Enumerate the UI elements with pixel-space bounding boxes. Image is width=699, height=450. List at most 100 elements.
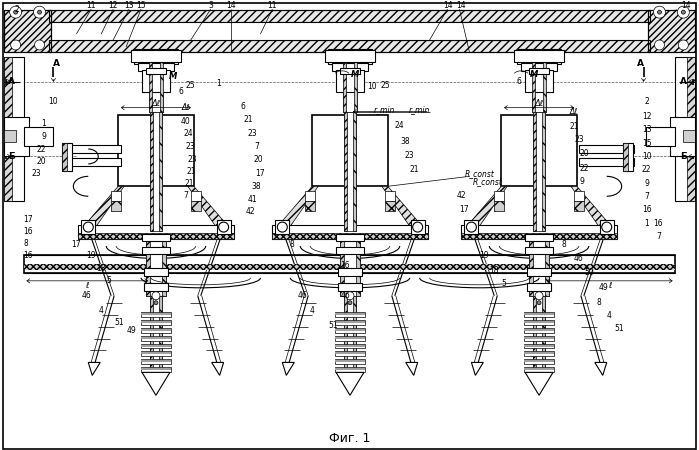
Bar [142,234,170,241]
Bar [335,367,365,373]
Text: 21: 21 [410,165,419,174]
Text: 20: 20 [36,157,46,166]
Bar [3,57,12,201]
Text: 46: 46 [574,254,584,263]
Bar [494,201,504,211]
Circle shape [412,222,423,232]
Bar [141,328,171,333]
Bar [335,328,365,333]
Text: 23: 23 [247,129,257,138]
Text: 23: 23 [188,155,198,164]
Bar [524,351,554,356]
Bar [159,112,162,231]
Text: M: M [168,72,177,81]
Text: 6: 6 [240,102,245,111]
Bar [3,117,29,157]
Bar [3,10,52,52]
Polygon shape [88,362,100,375]
Text: 42: 42 [456,191,466,200]
Text: Δℓ: Δℓ [535,99,544,108]
Text: ℓ: ℓ [85,281,89,290]
Bar [514,50,564,62]
Bar [144,283,168,291]
Polygon shape [471,362,483,375]
Circle shape [278,222,287,232]
Text: 2: 2 [644,97,649,106]
Bar [343,62,346,112]
Bar [524,343,554,348]
Polygon shape [525,373,553,395]
Bar [50,10,649,22]
Bar [354,62,357,112]
Bar [336,247,364,254]
Text: 22: 22 [579,164,589,173]
Bar [494,191,504,201]
Bar [525,70,553,92]
Text: 49: 49 [127,326,136,335]
Text: 8: 8 [290,239,295,248]
Circle shape [658,10,661,14]
Text: 12: 12 [642,112,651,121]
Bar [524,328,554,333]
Circle shape [535,292,543,300]
Bar [335,321,365,323]
Bar [574,191,584,201]
Bar [529,241,549,296]
Bar [353,296,356,375]
Bar [623,144,628,171]
Bar [335,352,365,355]
Text: 17: 17 [256,169,265,178]
Bar [3,57,24,201]
Text: 51: 51 [115,318,124,327]
Circle shape [34,40,45,50]
Bar [160,62,163,112]
Text: 10: 10 [49,97,58,106]
Bar [385,191,395,201]
Text: 21: 21 [569,122,579,131]
Text: 17: 17 [460,205,469,214]
Bar [532,62,546,112]
Text: 14: 14 [682,1,691,10]
Bar [146,241,166,296]
Bar [335,360,365,364]
Bar [579,145,633,153]
Bar [525,247,553,254]
Bar [66,158,121,166]
Text: 50: 50 [584,268,593,277]
Text: 19: 19 [480,252,489,261]
Bar [146,68,166,74]
Bar [149,62,163,112]
Bar [521,63,557,71]
Bar [336,234,364,241]
Bar [141,336,171,341]
Text: 8: 8 [24,238,29,248]
Bar [646,126,675,147]
Text: 6: 6 [178,87,183,96]
Text: 10: 10 [642,152,651,161]
Text: 49: 49 [599,284,609,292]
Bar [545,241,549,296]
Bar [50,40,649,52]
Polygon shape [382,186,424,229]
Text: 15: 15 [642,139,651,148]
Text: 51: 51 [329,321,338,330]
Bar [542,112,545,231]
Circle shape [10,6,22,18]
Bar [524,369,554,370]
Text: A: A [8,77,15,86]
Bar [524,360,554,364]
Text: R_const: R_const [473,177,503,186]
Bar [411,220,424,234]
Bar [3,130,15,141]
Text: R_const: R_const [464,169,494,178]
Bar [542,296,545,375]
Bar [335,345,365,346]
Bar [579,158,633,166]
Bar [111,201,121,211]
Bar [524,336,554,341]
Bar [146,241,150,296]
Bar [338,268,362,276]
Bar [335,343,365,348]
Bar [24,264,675,270]
Bar [141,320,171,324]
